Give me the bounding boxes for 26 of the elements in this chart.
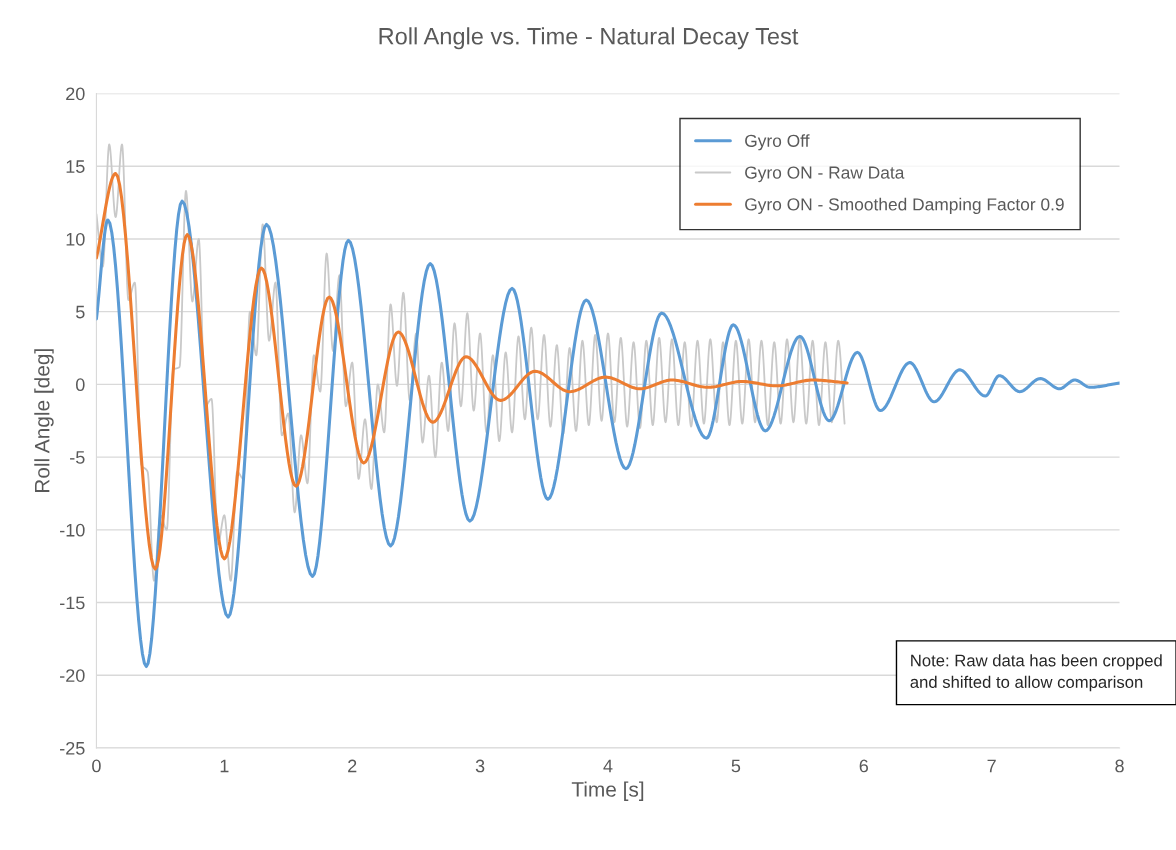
legend-label: Gyro ON - Smoothed Damping Factor 0.9 — [745, 197, 1064, 214]
y-tick-label: 5 — [76, 305, 85, 319]
x-tick-label: 8 — [1115, 759, 1124, 773]
x-tick-label: 3 — [475, 759, 485, 773]
y-tick-label: 0 — [75, 378, 85, 392]
legend-label: Gyro ON - Raw Data — [745, 166, 905, 183]
chart-title: Roll Angle vs. Time - Natural Decay Test — [379, 27, 799, 50]
y-axis-title: Roll Angle [deg] — [34, 349, 54, 493]
x-tick-label: 5 — [731, 759, 741, 773]
x-axis-title: Time [s] — [571, 781, 644, 801]
y-tick-label: 15 — [66, 160, 85, 173]
legend-label: Gyro Off — [745, 134, 810, 151]
x-tick-label: 2 — [348, 759, 357, 773]
x-tick-label: 1 — [220, 759, 229, 773]
y-tick-label: -20 — [60, 669, 85, 682]
annotation: Note: Raw data has been cropped and shifted to allow comparison — [910, 654, 1162, 692]
y-tick-label: 10 — [66, 232, 85, 246]
x-tick-label: 4 — [603, 759, 613, 773]
x-tick-label: 7 — [987, 759, 996, 773]
x-tick-label: 6 — [859, 759, 868, 773]
x-tick-label: 0 — [92, 759, 101, 773]
y-tick-label: -25 — [60, 741, 85, 755]
y-tick-label: -5 — [70, 451, 85, 464]
y-tick-label: -10 — [60, 523, 85, 537]
y-tick-label: 20 — [66, 87, 85, 101]
y-tick-label: -15 — [60, 596, 85, 610]
